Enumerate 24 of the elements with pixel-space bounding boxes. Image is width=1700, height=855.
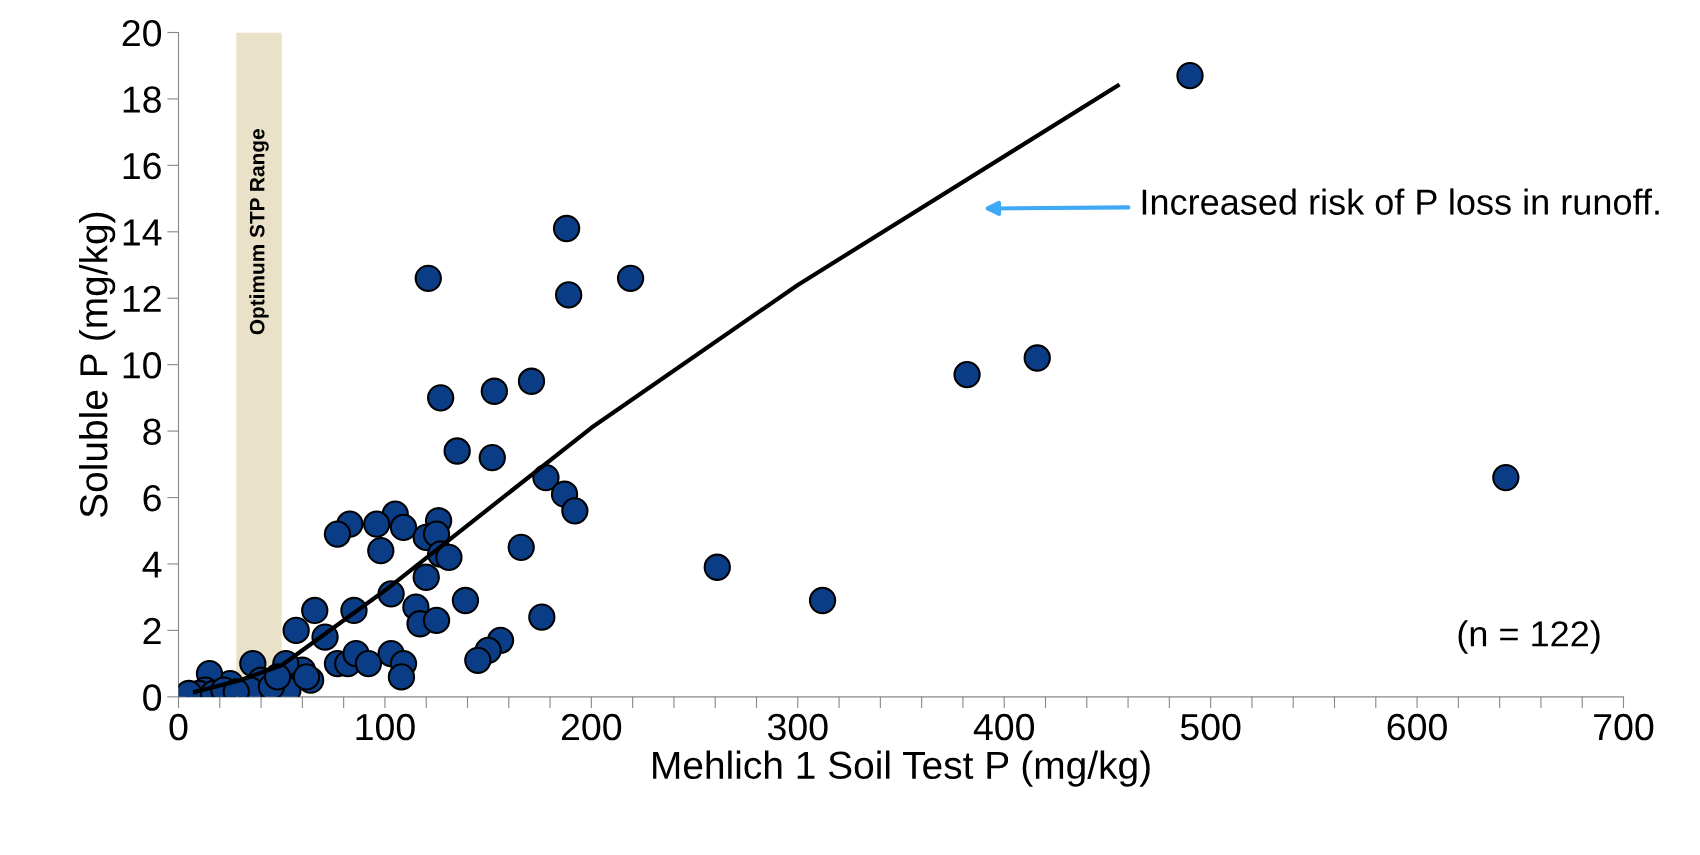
y-tick-label: 14 xyxy=(123,219,162,246)
x-tick-label: 100 xyxy=(356,713,415,741)
y-tick-label: 2 xyxy=(143,617,161,644)
y-tick-label: 18 xyxy=(123,86,161,113)
y-tick-label: 12 xyxy=(123,285,161,312)
y-tick-label: 16 xyxy=(123,152,161,180)
x-tick-label: 0 xyxy=(169,713,188,741)
annotation: Increased risk of P loss in runoff. xyxy=(1142,188,1659,215)
x-tick-label: 600 xyxy=(1387,713,1447,741)
x-tick-label: 700 xyxy=(1594,713,1654,741)
y-tick-label: 20 xyxy=(122,19,162,47)
y-axis-title: Soluble P (mg/kg) xyxy=(79,212,116,518)
x-tick-label: 200 xyxy=(561,713,622,741)
x-tick-label: 400 xyxy=(973,713,1035,741)
annotation: (n = 122) xyxy=(1458,620,1600,654)
y-tick-label: 4 xyxy=(142,551,162,578)
x-axis-title: Mehlich 1 Soil Test P (mg/kg) xyxy=(653,750,1150,787)
y-tick-label: 8 xyxy=(143,418,161,446)
x-tick-label: 300 xyxy=(767,713,828,741)
y-tick-label: 10 xyxy=(123,352,162,379)
y-tick-label: 6 xyxy=(143,484,161,512)
band-label: Optimum STP Range xyxy=(249,129,269,335)
y-tick-label: 0 xyxy=(143,684,162,711)
x-tick-label: 500 xyxy=(1180,713,1241,741)
